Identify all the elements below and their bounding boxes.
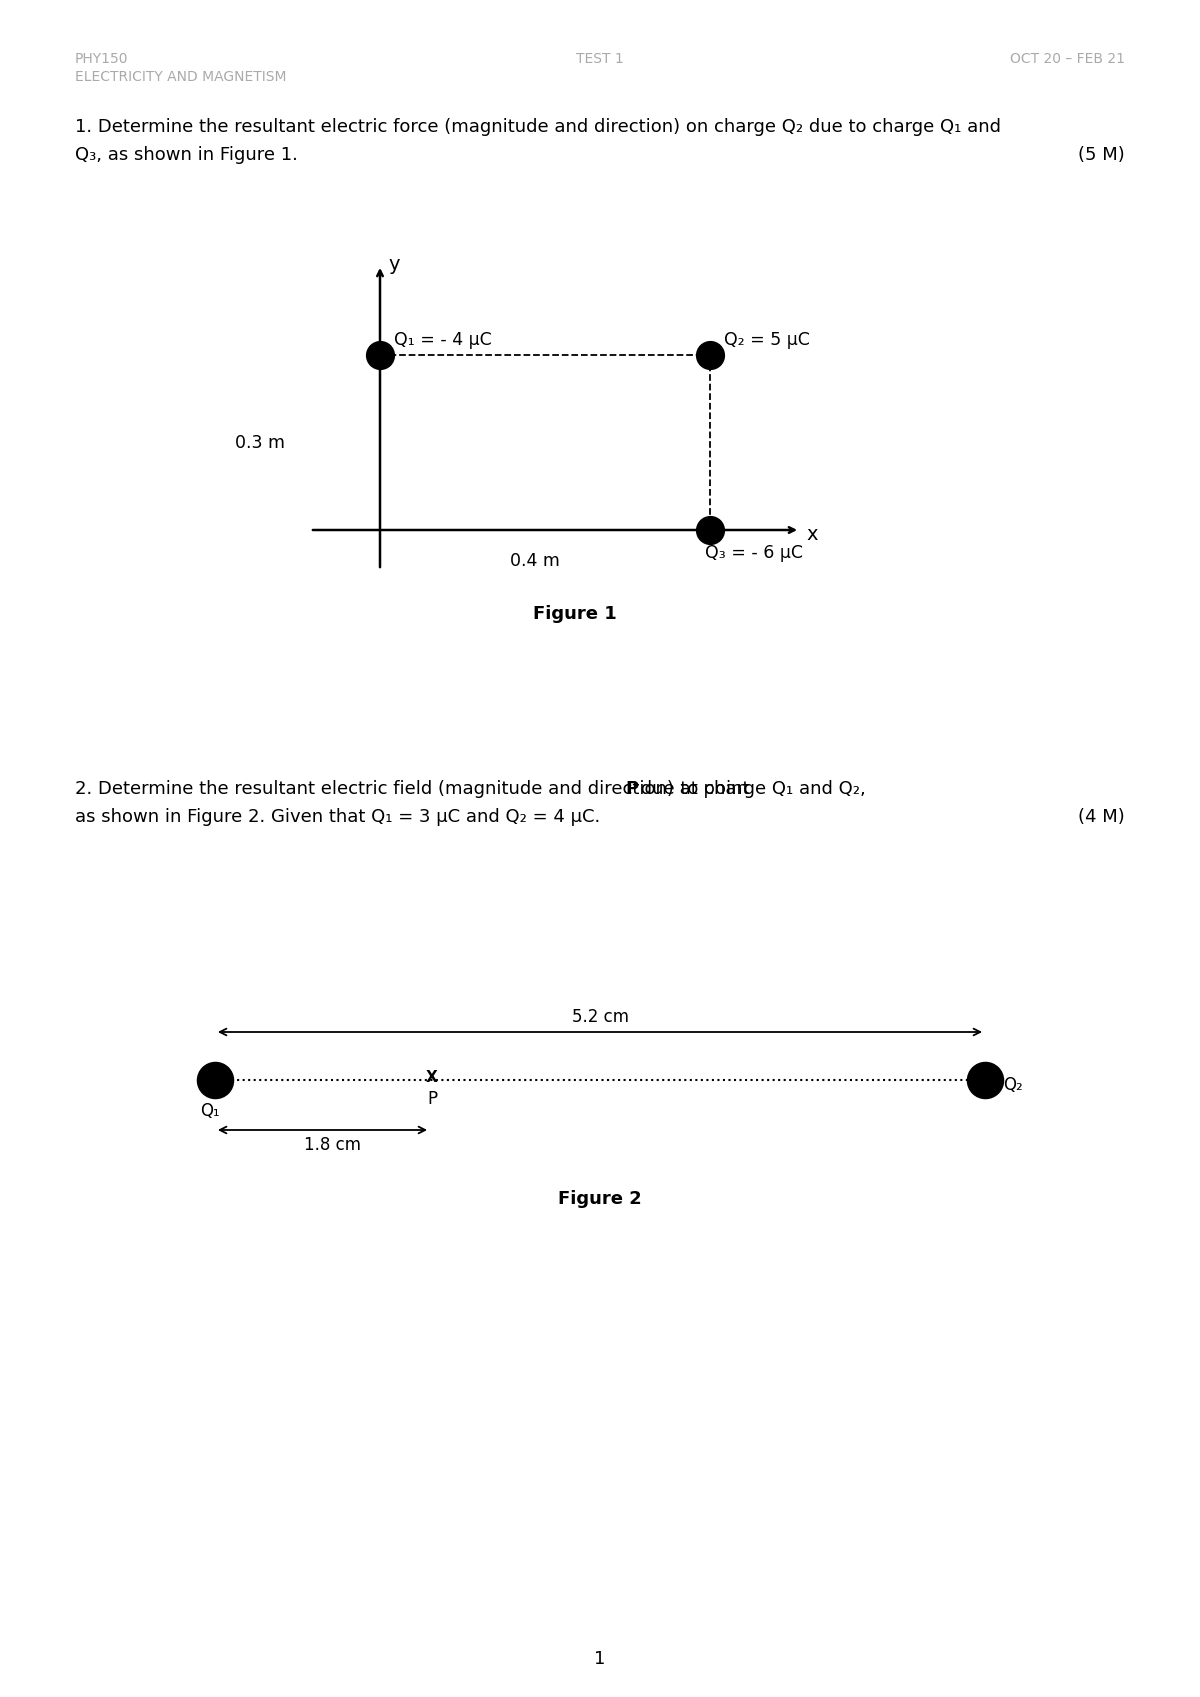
Text: (5 M): (5 M) bbox=[1079, 146, 1126, 165]
Text: TEST 1: TEST 1 bbox=[576, 53, 624, 66]
Text: P: P bbox=[625, 781, 638, 798]
Text: Q₂: Q₂ bbox=[1003, 1076, 1022, 1095]
Text: 1: 1 bbox=[594, 1649, 606, 1668]
Text: Figure 2: Figure 2 bbox=[558, 1190, 642, 1208]
Text: 5.2 cm: 5.2 cm bbox=[571, 1008, 629, 1027]
Text: Q₁: Q₁ bbox=[200, 1101, 220, 1120]
Text: due to charge Q₁ and Q₂,: due to charge Q₁ and Q₂, bbox=[635, 781, 865, 798]
Text: 2. Determine the resultant electric field (magnitude and direction) at point: 2. Determine the resultant electric fiel… bbox=[74, 781, 755, 798]
Text: 0.4 m: 0.4 m bbox=[510, 552, 560, 570]
Text: P: P bbox=[427, 1089, 437, 1108]
Text: ELECTRICITY AND MAGNETISM: ELECTRICITY AND MAGNETISM bbox=[74, 70, 287, 83]
Text: x: x bbox=[806, 524, 817, 543]
Text: X: X bbox=[426, 1071, 438, 1086]
Text: OCT 20 – FEB 21: OCT 20 – FEB 21 bbox=[1010, 53, 1126, 66]
Text: Q₁ = - 4 μC: Q₁ = - 4 μC bbox=[394, 331, 492, 350]
Text: as shown in Figure 2. Given that Q₁ = 3 μC and Q₂ = 4 μC.: as shown in Figure 2. Given that Q₁ = 3 … bbox=[74, 808, 600, 826]
Text: 1. Determine the resultant electric force (magnitude and direction) on charge Q₂: 1. Determine the resultant electric forc… bbox=[74, 119, 1001, 136]
Text: 0.3 m: 0.3 m bbox=[235, 433, 286, 451]
Text: Q₃, as shown in Figure 1.: Q₃, as shown in Figure 1. bbox=[74, 146, 298, 165]
Text: 1.8 cm: 1.8 cm bbox=[304, 1135, 361, 1154]
Text: (4 M): (4 M) bbox=[1079, 808, 1126, 826]
Text: Q₃ = - 6 μC: Q₃ = - 6 μC bbox=[706, 545, 803, 562]
Text: Figure 1: Figure 1 bbox=[533, 606, 617, 623]
Text: PHY150: PHY150 bbox=[74, 53, 128, 66]
Text: Q₂ = 5 μC: Q₂ = 5 μC bbox=[724, 331, 810, 350]
Text: y: y bbox=[388, 255, 400, 273]
